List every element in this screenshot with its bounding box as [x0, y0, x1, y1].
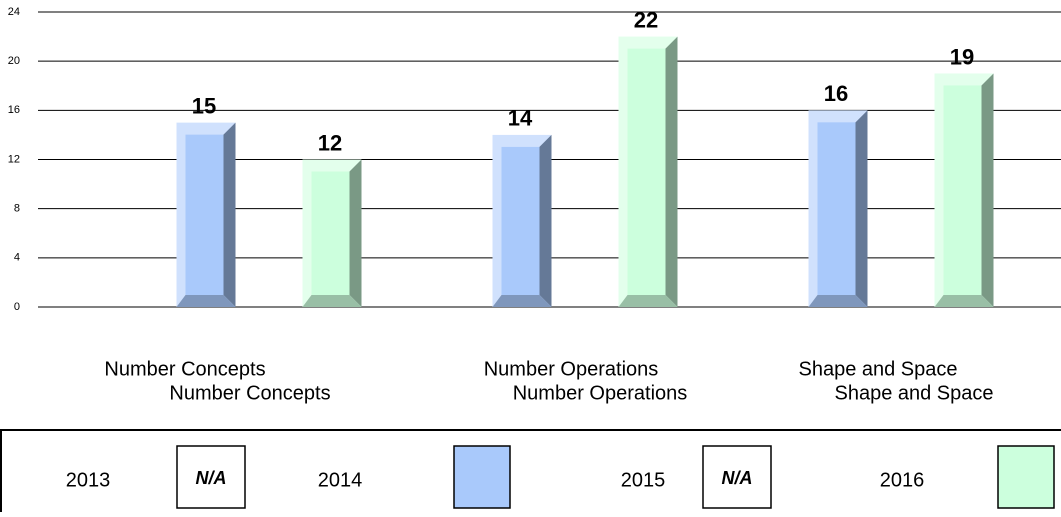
bar-bottom: [492, 295, 552, 307]
x-tick-label: Number Concepts: [104, 358, 265, 380]
bar-side: [981, 73, 994, 307]
y-tick-label: 4: [14, 252, 20, 264]
value-label: 15: [192, 93, 216, 118]
x-tick-label: Shape and Space: [798, 358, 957, 380]
bar-side: [223, 122, 236, 307]
bar-bottom: [302, 295, 362, 307]
x-tick-label: Number Operations: [513, 382, 688, 404]
bar-face: [185, 134, 224, 295]
x-tick-label: Number Concepts: [169, 382, 330, 404]
legend-label: 2015: [621, 469, 666, 491]
value-label: 16: [824, 81, 848, 106]
y-tick-label: 20: [8, 55, 20, 67]
value-label: 14: [508, 106, 533, 131]
legend-frame: [0, 429, 1061, 517]
x-tick-label: Number Operations: [484, 358, 659, 380]
y-tick-label: 16: [8, 104, 20, 116]
bar: [618, 36, 678, 307]
bar: [302, 159, 362, 307]
bar: [808, 110, 868, 307]
bar-side: [855, 110, 868, 307]
x-tick-label: Shape and Space: [834, 382, 993, 404]
bar-face: [943, 85, 982, 295]
legend-label: 2014: [318, 469, 363, 491]
legend-swatch: [997, 445, 1055, 509]
bar: [492, 134, 552, 307]
value-label: 22: [634, 7, 658, 32]
legend-label: 2013: [66, 469, 111, 491]
legend-note: N/A: [196, 468, 227, 488]
y-tick-label: 8: [14, 203, 20, 215]
bar: [934, 73, 994, 307]
legend-swatch: [453, 445, 511, 509]
bar-face: [627, 48, 666, 296]
bar-face: [817, 122, 856, 295]
y-tick-label: 24: [8, 6, 20, 18]
y-tick-label: 0: [14, 301, 20, 313]
bar-bottom: [176, 295, 236, 307]
value-label: 12: [318, 130, 342, 155]
value-label: 19: [950, 44, 974, 69]
legend-swatch: [176, 445, 246, 509]
bar-face: [501, 146, 540, 295]
legend-label: 2016: [880, 469, 925, 491]
y-tick-label: 12: [8, 153, 20, 165]
legend-note: N/A: [722, 468, 753, 488]
legend-swatch: [702, 445, 772, 509]
bar-face: [311, 171, 350, 295]
bar-bottom: [618, 295, 678, 307]
bar-side: [349, 159, 362, 307]
bar-bottom: [808, 295, 868, 307]
bar: [176, 122, 236, 307]
bar-bottom: [934, 295, 994, 307]
bar-side: [665, 36, 678, 307]
bar-side: [539, 134, 552, 307]
